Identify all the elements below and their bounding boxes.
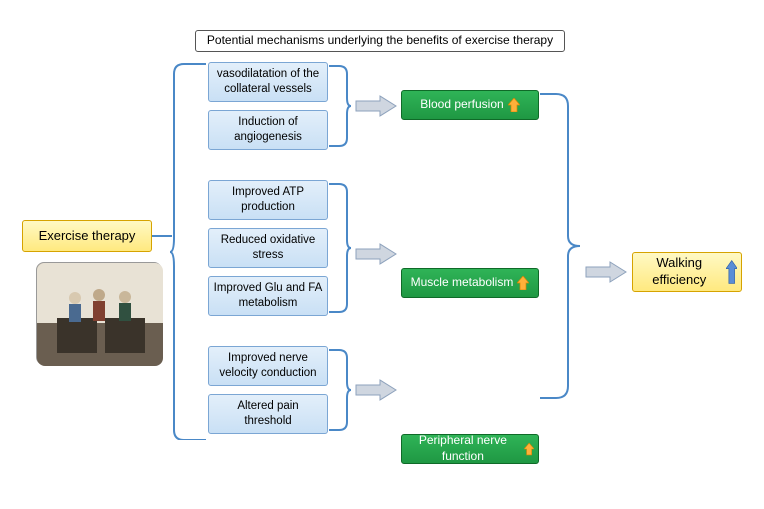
outcome-peripheral-nerve: Peripheral nerve function bbox=[401, 434, 539, 464]
mechanism-nerve-velocity: Improved nerve velocity conduction bbox=[208, 346, 328, 386]
up-arrow-icon bbox=[508, 98, 520, 112]
bracket-group-3 bbox=[329, 348, 351, 432]
connector-source-to-bracket bbox=[152, 234, 172, 238]
arrow-group-1 bbox=[354, 94, 398, 118]
title-text: Potential mechanisms underlying the bene… bbox=[207, 33, 553, 49]
outcome-label: Peripheral nerve function bbox=[406, 433, 520, 464]
bracket-group-1 bbox=[329, 64, 351, 148]
mechanism-pain-threshold: Altered pain threshold bbox=[208, 394, 328, 434]
up-arrow-icon bbox=[524, 442, 534, 456]
mech-label: Improved nerve velocity conduction bbox=[213, 351, 323, 381]
bracket-source bbox=[170, 60, 206, 440]
outcome-label: Blood perfusion bbox=[420, 97, 503, 113]
outcome-muscle-metabolism: Muscle metabolism bbox=[401, 268, 539, 298]
up-arrow-icon bbox=[726, 258, 737, 286]
mechanism-atp: Improved ATP production bbox=[208, 180, 328, 220]
mech-label: Induction of angiogenesis bbox=[213, 115, 323, 145]
mech-label: Improved ATP production bbox=[213, 185, 323, 215]
mechanism-glu-fa: Improved Glu and FA metabolism bbox=[208, 276, 328, 316]
mech-label: Altered pain threshold bbox=[213, 399, 323, 429]
final-outcome-label: Walking efficiency bbox=[637, 255, 722, 289]
diagram-title: Potential mechanisms underlying the bene… bbox=[195, 30, 565, 52]
source-box: Exercise therapy bbox=[22, 220, 152, 252]
mech-label: Reduced oxidative stress bbox=[213, 233, 323, 263]
source-label: Exercise therapy bbox=[39, 228, 136, 245]
final-outcome-box: Walking efficiency bbox=[632, 252, 742, 292]
mechanism-angiogenesis: Induction of angiogenesis bbox=[208, 110, 328, 150]
arrow-final bbox=[584, 260, 628, 284]
arrow-group-3 bbox=[354, 378, 398, 402]
bracket-final bbox=[540, 86, 580, 406]
bracket-group-2 bbox=[329, 182, 351, 314]
outcome-blood-perfusion: Blood perfusion bbox=[401, 90, 539, 120]
arrow-group-2 bbox=[354, 242, 398, 266]
mech-label: Improved Glu and FA metabolism bbox=[213, 281, 323, 311]
up-arrow-icon bbox=[517, 276, 529, 290]
mechanism-oxidative-stress: Reduced oxidative stress bbox=[208, 228, 328, 268]
outcome-label: Muscle metabolism bbox=[411, 275, 514, 291]
exercise-photo bbox=[36, 262, 162, 365]
mechanism-vasodilatation: vasodilatation of the collateral vessels bbox=[208, 62, 328, 102]
mech-label: vasodilatation of the collateral vessels bbox=[213, 67, 323, 97]
